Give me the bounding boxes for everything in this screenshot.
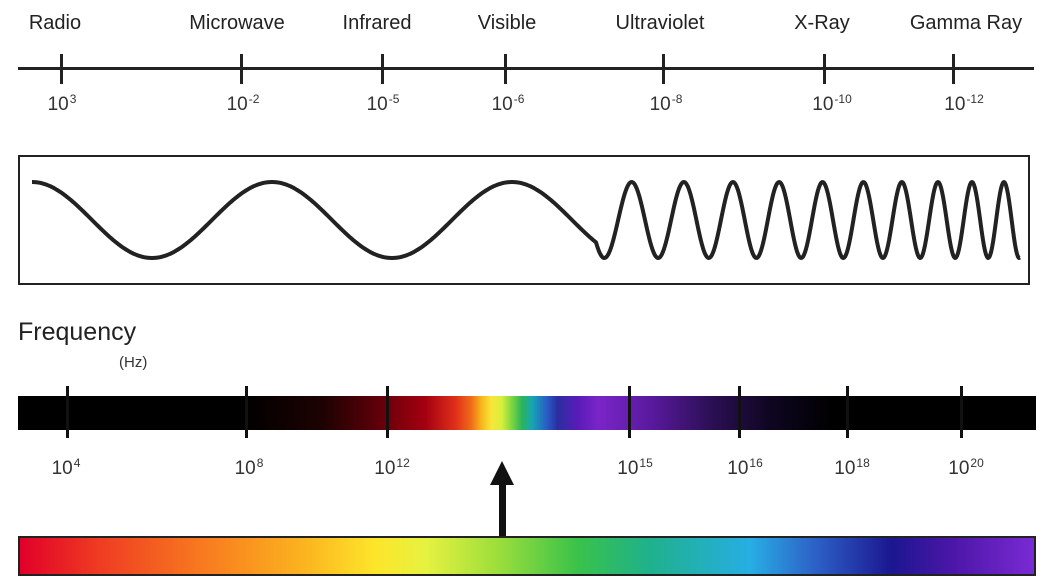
wavelength-label: 10-5 [366, 92, 400, 115]
frequency-label: 104 [51, 456, 81, 479]
frequency-label: 1012 [374, 456, 410, 479]
frequency-tick [66, 386, 69, 438]
frequency-tick [386, 386, 389, 438]
wavelength-label: 10-6 [491, 92, 525, 115]
frequency-label: 1018 [834, 456, 870, 479]
frequency-tick [628, 386, 631, 438]
wave-graphic [31, 180, 1021, 260]
wavelength-axis [18, 67, 1034, 70]
band-label-infrared: Infrared [342, 12, 412, 34]
band-label-gamma-ray: Gamma Ray [909, 12, 1023, 34]
wavelength-tick [823, 54, 826, 84]
frequency-label: 1016 [727, 456, 763, 479]
wave-line [31, 180, 1021, 260]
frequency-label: 1015 [617, 456, 653, 479]
band-label-visible: Visible [477, 12, 537, 34]
wavelength-label: 10-2 [226, 92, 260, 115]
wavelength-tick [240, 54, 243, 84]
wave-panel [18, 155, 1030, 285]
frequency-unit: (Hz) [119, 354, 148, 371]
frequency-tick [738, 386, 741, 438]
wavelength-tick [60, 54, 63, 84]
frequency-label: 1020 [948, 456, 984, 479]
band-label-ultraviolet: Ultraviolet [615, 12, 705, 34]
wavelength-tick [662, 54, 665, 84]
visible-spectrum-bar [18, 536, 1036, 576]
wavelength-tick [504, 54, 507, 84]
band-label-microwave: Microwave [189, 12, 285, 34]
wavelength-tick [381, 54, 384, 84]
wavelength-tick [952, 54, 955, 84]
wavelength-label: 10-12 [944, 92, 984, 115]
band-label-radio: Radio [28, 12, 82, 34]
frequency-tick [960, 386, 963, 438]
wavelength-label: 103 [47, 92, 77, 115]
frequency-label: 108 [234, 456, 264, 479]
band-label-xray: X-Ray [794, 12, 850, 34]
wavelength-label: 10-10 [812, 92, 852, 115]
frequency-spectrum-bar [18, 396, 1036, 430]
wavelength-label: 10-8 [649, 92, 683, 115]
frequency-title: Frequency [18, 318, 137, 346]
arrow-shaft [499, 480, 506, 538]
frequency-tick [245, 386, 248, 438]
frequency-tick [846, 386, 849, 438]
